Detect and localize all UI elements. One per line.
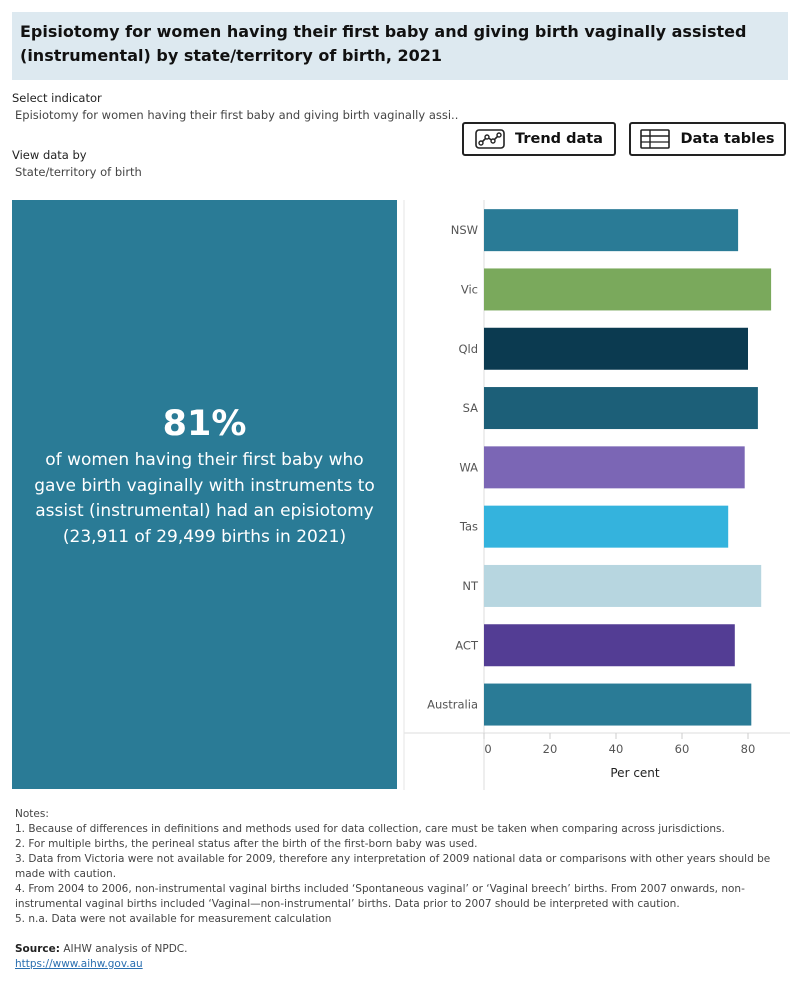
x-axis-title: Per cent [610, 766, 660, 780]
category-label: SA [463, 401, 479, 415]
trend-data-label: Trend data [515, 131, 603, 147]
trend-data-button[interactable]: Trend data [462, 122, 616, 156]
note-item: 4. From 2004 to 2006, non-instrumental v… [15, 883, 745, 910]
x-tick-label: 20 [543, 742, 558, 756]
source-link[interactable]: https://www.aihw.gov.au [15, 958, 143, 970]
category-label: NSW [451, 223, 478, 237]
page-title: Episiotomy for women having their first … [20, 22, 747, 65]
bar-nsw [484, 209, 739, 252]
kpi-description: of women having their first baby who gav… [34, 450, 375, 547]
source: Source: AIHW analysis of NPDC. https://w… [15, 942, 187, 972]
indicator-label: Select indicator [12, 91, 102, 105]
category-label: Qld [458, 342, 478, 356]
bar-chart: NSW Vic Qld SA WA Tas NT ACT Australia 0 20 40 60 80 P… [403, 200, 790, 790]
data-tables-label: Data tables [680, 131, 775, 147]
category-label: WA [459, 460, 478, 474]
x-tick-label: 40 [609, 742, 624, 756]
bar-act [484, 624, 735, 667]
x-tick-label: 0 [484, 742, 491, 756]
source-text: AIHW analysis of NPDC. [59, 943, 188, 955]
line-chart-icon [475, 129, 505, 149]
bar-australia [484, 683, 752, 726]
indicator-select[interactable]: Episiotomy for women having their first … [15, 108, 459, 122]
bar-vic [484, 268, 772, 311]
bar-wa [484, 446, 745, 489]
note-item: 5. n.a. Data were not available for meas… [15, 913, 332, 925]
bar-tas [484, 505, 729, 548]
kpi-panel: 81% of women having their first baby who… [12, 200, 397, 789]
category-label: Vic [461, 282, 478, 296]
bar-qld [484, 327, 748, 370]
x-tick-label: 80 [741, 742, 756, 756]
bar-nt [484, 564, 762, 607]
notes-heading: Notes: [15, 808, 49, 820]
view-by-label: View data by [12, 148, 87, 162]
view-by-select[interactable]: State/territory of birth [15, 165, 142, 179]
note-item: 1. Because of differences in definitions… [15, 823, 725, 835]
note-item: 2. For multiple births, the perineal sta… [15, 838, 478, 850]
category-label: Tas [459, 520, 478, 534]
kpi-value: 81% [162, 404, 247, 444]
data-tables-button[interactable]: Data tables [629, 122, 786, 156]
bar-sa [484, 387, 758, 430]
table-icon [640, 129, 671, 149]
notes: Notes: 1. Because of differences in defi… [15, 807, 785, 927]
category-label: ACT [455, 638, 479, 652]
category-label: NT [462, 579, 479, 593]
category-label: Australia [427, 698, 478, 712]
x-tick-label: 60 [675, 742, 690, 756]
source-label: Source: [15, 943, 60, 955]
note-item: 3. Data from Victoria were not available… [15, 853, 771, 880]
title-banner: Episiotomy for women having their first … [12, 12, 788, 80]
